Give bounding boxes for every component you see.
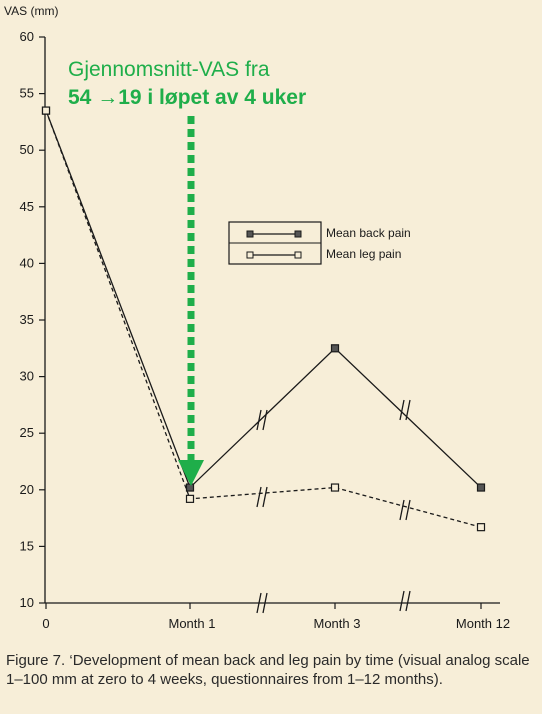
data-point-marker — [41, 106, 51, 115]
y-tick-label: 20 — [20, 482, 34, 497]
break-mark-leg-pain — [262, 486, 268, 508]
break-mark-x-axis — [262, 592, 268, 614]
data-point-marker — [330, 344, 340, 353]
series-lines — [41, 106, 486, 532]
y-tick-label: 10 — [20, 595, 34, 610]
legend-marker — [294, 230, 302, 238]
figure-caption: Figure 7. ‘Development of mean back and … — [6, 652, 530, 688]
y-tick-label: 25 — [20, 425, 34, 440]
annotation: Gjennomsnitt-VAS fra 54 →19 i løpet av 4 … — [68, 58, 306, 486]
y-tick-label: 30 — [20, 369, 34, 384]
annotation-line-1: Gjennomsnitt-VAS fra — [68, 58, 270, 81]
legend-label-back-pain: Mean back pain — [326, 226, 411, 240]
x-tick-label: 0 — [42, 616, 49, 631]
line-chart: VAS (mm) 10 15 20 25 30 35 40 45 50 55 60 0 Month 1 Mo… — [4, 4, 510, 631]
data-point-marker — [476, 483, 486, 492]
x-tick-label: Month 12 — [456, 616, 510, 631]
y-tick-label: 40 — [20, 255, 34, 270]
break-mark-x-axis — [399, 590, 405, 612]
y-tick-label: 35 — [20, 312, 34, 327]
annotation-arrow-head — [178, 460, 204, 486]
series-line-leg-pain — [45, 110, 482, 528]
x-tick-label: Month 1 — [169, 616, 216, 631]
data-point-marker — [476, 523, 486, 532]
series-line-back-pain — [45, 110, 482, 489]
break-mark-x-axis — [256, 592, 262, 614]
break-mark-back-pain — [262, 409, 268, 431]
annotation-line-2: 54 →19 i løpet av 4 uker — [68, 86, 306, 109]
break-mark-leg-pain — [399, 499, 405, 521]
y-tick-label: 50 — [20, 142, 34, 157]
break-mark-leg-pain — [256, 486, 262, 508]
x-tick-label: Month 3 — [314, 616, 361, 631]
data-point-marker — [185, 483, 195, 492]
legend-marker — [246, 251, 254, 259]
break-mark-back-pain — [256, 409, 262, 431]
legend-marker — [246, 230, 254, 238]
axis-break-markers — [256, 399, 411, 614]
y-tick-label: 45 — [20, 199, 34, 214]
break-mark-leg-pain — [405, 499, 411, 521]
y-tick-label: 15 — [20, 538, 34, 553]
break-mark-x-axis — [405, 590, 411, 612]
data-point-marker — [185, 494, 195, 503]
y-tick-label: 60 — [20, 29, 34, 44]
legend: Mean back pain Mean leg pain — [228, 221, 411, 265]
data-point-marker — [330, 483, 340, 492]
y-tick-label: 55 — [20, 86, 34, 101]
break-mark-back-pain — [399, 399, 405, 421]
y-axis-title: VAS (mm) — [4, 4, 58, 18]
legend-marker — [294, 251, 302, 259]
legend-label-leg-pain: Mean leg pain — [326, 247, 401, 261]
chart-axes: VAS (mm) 10 15 20 25 30 35 40 45 50 55 60 0 Month 1 Mo… — [4, 4, 510, 631]
